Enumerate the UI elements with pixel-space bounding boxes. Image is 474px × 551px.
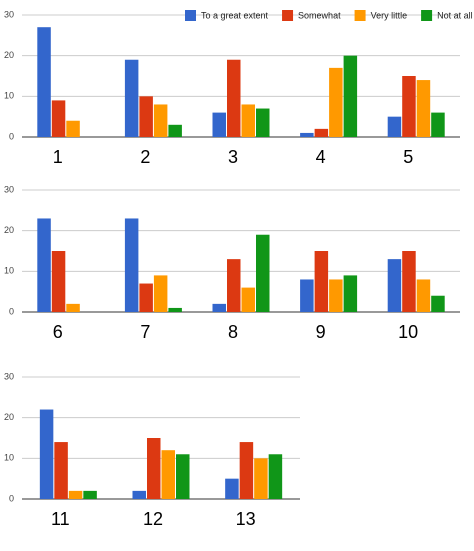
y-tick-label: 0 — [9, 131, 14, 141]
bar — [54, 442, 68, 499]
bar — [168, 124, 182, 137]
bar — [254, 458, 268, 499]
bar — [387, 259, 402, 312]
y-tick-label: 10 — [4, 453, 14, 463]
bar — [225, 478, 239, 499]
y-tick-label: 20 — [4, 50, 14, 60]
y-tick-label: 10 — [4, 91, 14, 101]
x-tick-label: 1 — [53, 147, 63, 167]
bar — [147, 438, 161, 499]
legend-label: Somewhat — [298, 10, 341, 20]
bar — [416, 279, 431, 312]
bar — [66, 120, 80, 137]
x-tick-label: 10 — [398, 322, 418, 342]
bar — [314, 128, 329, 137]
bar — [329, 279, 343, 312]
bar — [51, 100, 66, 137]
bar — [51, 251, 66, 312]
bar — [343, 55, 358, 137]
legend-label: To a great extent — [201, 10, 269, 20]
legend-swatch — [421, 10, 433, 21]
bar — [212, 303, 226, 312]
bar — [161, 450, 175, 499]
bar — [300, 279, 314, 312]
bar — [153, 275, 168, 312]
bar — [256, 234, 270, 312]
y-tick-label: 0 — [9, 306, 14, 316]
bar — [416, 80, 431, 137]
bar — [132, 490, 146, 499]
y-tick-label: 0 — [9, 493, 14, 503]
bar — [256, 108, 270, 137]
bar — [387, 116, 402, 137]
bar — [37, 218, 51, 312]
y-tick-label: 20 — [4, 412, 14, 422]
bar — [402, 76, 416, 137]
x-tick-label: 8 — [228, 322, 238, 342]
bar — [124, 218, 139, 312]
bar — [227, 259, 241, 312]
bar — [241, 104, 255, 137]
bar — [239, 442, 254, 499]
bar — [153, 104, 168, 137]
x-tick-label: 11 — [51, 509, 70, 529]
y-tick-label: 20 — [4, 225, 14, 235]
bar — [139, 283, 153, 312]
legend-label: Not at all — [437, 10, 473, 20]
x-tick-label: 4 — [316, 147, 326, 167]
x-tick-label: 3 — [228, 147, 238, 167]
y-tick-label: 30 — [4, 371, 14, 381]
x-tick-label: 7 — [140, 322, 150, 342]
y-tick-label: 30 — [4, 9, 14, 19]
legend-label: Very little — [371, 10, 408, 20]
bar — [300, 132, 314, 137]
bar — [212, 112, 226, 137]
bar — [268, 454, 283, 499]
bar — [168, 307, 182, 312]
x-tick-label: 6 — [53, 322, 63, 342]
bar — [343, 275, 358, 312]
bar — [124, 59, 139, 137]
bar — [176, 454, 190, 499]
bar — [241, 287, 255, 312]
bar — [431, 295, 445, 312]
bar — [329, 67, 343, 137]
y-tick-label: 30 — [4, 184, 14, 194]
bar — [314, 251, 329, 312]
x-tick-label: 5 — [403, 147, 413, 167]
bar — [68, 490, 83, 499]
x-tick-label: 2 — [140, 147, 150, 167]
x-tick-label: 12 — [143, 509, 163, 529]
y-tick-label: 10 — [4, 266, 14, 276]
bar — [66, 303, 80, 312]
legend-swatch — [282, 10, 294, 21]
bar — [227, 59, 241, 137]
bar — [431, 112, 445, 137]
bar — [83, 490, 97, 499]
bar — [39, 409, 54, 499]
bar — [402, 251, 416, 312]
bar — [139, 96, 153, 137]
x-tick-label: 13 — [236, 509, 256, 529]
legend-swatch — [354, 10, 366, 21]
x-tick-label: 9 — [316, 322, 326, 342]
legend-swatch — [185, 10, 196, 21]
bar — [37, 27, 51, 138]
